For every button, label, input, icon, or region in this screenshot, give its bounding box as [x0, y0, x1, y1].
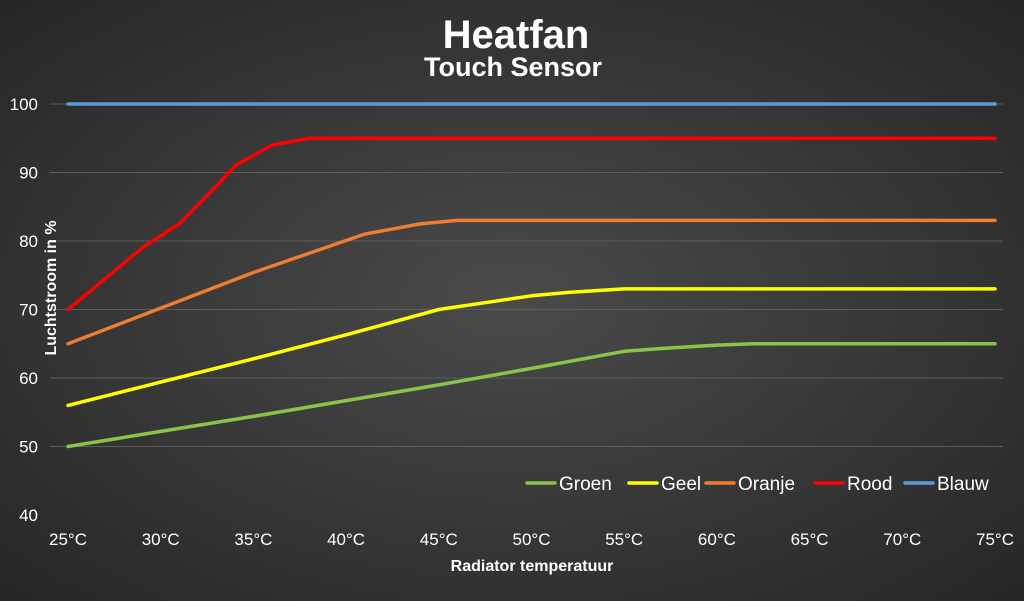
x-tick-label: 75°C: [976, 530, 1014, 549]
x-axis-ticks: 25°C 30°C 35°C 40°C 45°C 50°C 55°C 60°C 65°C 70°C…: [49, 530, 1014, 549]
y-axis-ticks: 100 90 80 70 60 50 40: [10, 95, 38, 525]
legend-label-blauw: Blauw: [937, 474, 989, 495]
x-tick-label: 40°C: [327, 530, 365, 549]
chart-subtitle: Touch Sensor: [424, 52, 603, 82]
x-tick-label: 45°C: [420, 530, 458, 549]
legend-label-oranje: Oranje: [738, 474, 795, 495]
series-lines: [66, 102, 997, 449]
chart-title: Heatfan: [443, 13, 590, 57]
legend-label-rood: Rood: [847, 474, 892, 495]
series-line-rood: [66, 136, 997, 312]
y-tick-label: 80: [19, 232, 38, 251]
series-line-oranje: [66, 218, 997, 346]
y-tick-label: 40: [19, 506, 38, 525]
x-tick-label: 60°C: [698, 530, 736, 549]
x-tick-label: 65°C: [791, 530, 829, 549]
y-tick-label: 100: [10, 95, 38, 114]
y-tick-label: 60: [19, 369, 38, 388]
legend-label-geel: Geel: [661, 474, 701, 495]
x-tick-label: 55°C: [605, 530, 643, 549]
x-tick-label: 70°C: [883, 530, 921, 549]
y-tick-label: 50: [19, 438, 38, 457]
y-tick-label: 90: [19, 164, 38, 183]
series-line-groen: [66, 342, 997, 449]
x-tick-label: 25°C: [49, 530, 87, 549]
legend-label-groen: Groen: [559, 474, 612, 495]
x-axis-title: Radiator temperatuur: [451, 558, 614, 575]
gridlines: [50, 103, 1003, 447]
x-tick-label: 35°C: [234, 530, 272, 549]
legend: Groen Geel Oranje Rood Blauw: [525, 474, 989, 495]
x-tick-label: 30°C: [142, 530, 180, 549]
x-tick-label: 50°C: [513, 530, 551, 549]
y-tick-label: 70: [19, 301, 38, 320]
y-axis-title: Luchtstroom in %: [43, 220, 60, 355]
series-line-geel: [66, 287, 997, 408]
